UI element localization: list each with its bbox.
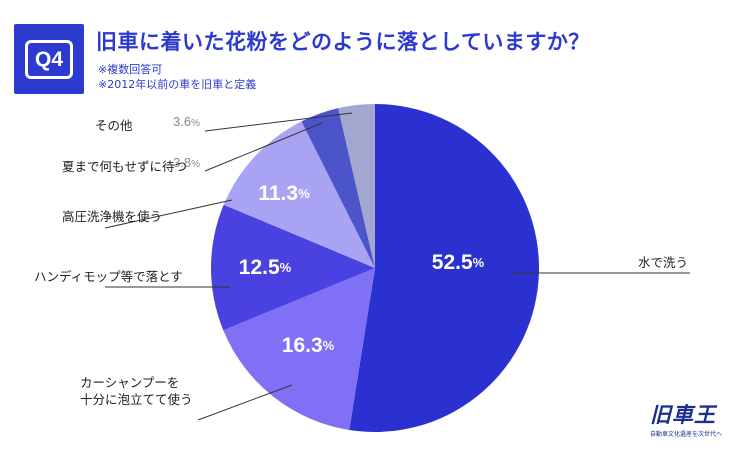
pie-slice: [349, 104, 540, 432]
brand-logo-tagline: 自動車文化遺産を次世代へ: [650, 431, 723, 438]
category-label: その他: [95, 118, 133, 133]
category-label: カーシャンプーを十分に泡立てて使う: [80, 375, 193, 407]
slice-value-label: 3.8%: [173, 155, 200, 170]
slice-value-label: 16.3%: [282, 334, 335, 357]
pie-slice: [301, 108, 375, 269]
leader-line: [204, 112, 353, 132]
note-definition: ※2012年以前の車を旧車と定義: [98, 78, 257, 91]
category-label: ハンディモップ等で落とす: [34, 269, 183, 284]
pie-slice: [223, 268, 375, 430]
pie-slice: [338, 104, 375, 268]
question-title: 旧車に着いた花粉をどのように落としていますか？: [96, 30, 590, 54]
category-label: 水で洗う: [638, 255, 688, 270]
leader-line: [104, 199, 233, 229]
category-label: 高圧洗浄機を使う: [62, 209, 162, 224]
brand-logo-mark: 旧車王: [650, 404, 716, 427]
question-badge: Q4: [14, 24, 84, 94]
note-multiple-answers: ※複数回答可: [98, 63, 163, 76]
pie-slice: [211, 204, 375, 331]
slice-value-label: 12.5%: [239, 256, 292, 279]
leader-line: [197, 384, 293, 421]
slice-value-label: 3.6%: [173, 114, 200, 129]
category-label: 夏まで何もせずに待つ: [62, 159, 187, 174]
brand-logo: 旧車王 自動車文化遺産を次世代へ: [650, 405, 742, 438]
slice-value-label: 11.3%: [258, 182, 310, 205]
slice-value-label: 52.5%: [432, 251, 485, 274]
pie-slice: [223, 121, 375, 268]
question-badge-label: Q4: [24, 39, 73, 79]
leader-line: [204, 122, 323, 172]
